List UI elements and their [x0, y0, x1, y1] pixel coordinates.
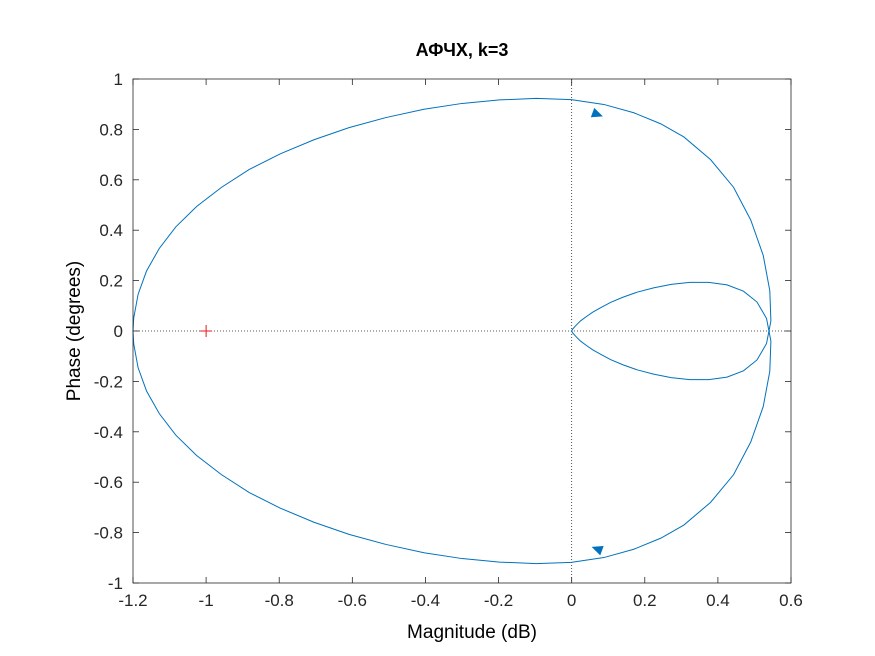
y-tick-label: -0.6 [94, 473, 123, 492]
x-tick-label: 0 [567, 591, 576, 610]
chart-title: АФЧХ, k=3 [416, 40, 509, 60]
x-tick-label: -0.8 [265, 591, 294, 610]
curve-branch-positive-freq [132, 97, 772, 381]
y-tick-label: -0.8 [94, 524, 123, 543]
markers [200, 107, 604, 556]
y-tick-label: 0.2 [99, 272, 123, 291]
x-tick-label: -1.2 [118, 591, 147, 610]
y-tick-label: 1 [114, 70, 123, 89]
y-tick-label: 0.8 [99, 120, 123, 139]
y-tick-label: -1 [108, 574, 123, 593]
x-tick-label: -0.2 [484, 591, 513, 610]
direction-arrow-icon [591, 545, 604, 556]
x-tick-label: -0.4 [411, 591, 440, 610]
y-tick-label: -0.2 [94, 372, 123, 391]
x-tick-label: 0.4 [706, 591, 730, 610]
x-axis-label: Magnitude (dB) [407, 622, 537, 643]
y-tick-label: -0.4 [94, 423, 123, 442]
nyquist-curve [132, 97, 772, 565]
critical-point-marker [200, 325, 213, 337]
reference-lines [133, 79, 791, 583]
plot-area [133, 79, 791, 583]
y-axis-label: Phase (degrees) [64, 261, 85, 401]
y-tick-label: 0 [114, 322, 123, 341]
x-tick-label: -1 [199, 591, 214, 610]
curve-branch-negative-freq [132, 281, 772, 565]
y-tick-label: 0.4 [99, 221, 123, 240]
direction-arrow-icon [590, 107, 603, 118]
x-tick-label: -0.6 [338, 591, 367, 610]
y-axis-ticks: 1 0.8 0.6 0.4 0.2 0 -0.2 -0.4 -0.6 -0.8 -1 [94, 70, 791, 593]
x-axis-ticks: -1.2 -1 -0.8 -0.6 -0.4 -0.2 0 0.2 0.4 0.6 [118, 79, 803, 610]
x-tick-label: 0.6 [779, 591, 803, 610]
x-tick-label: 0.2 [633, 591, 657, 610]
y-tick-label: 0.6 [99, 171, 123, 190]
